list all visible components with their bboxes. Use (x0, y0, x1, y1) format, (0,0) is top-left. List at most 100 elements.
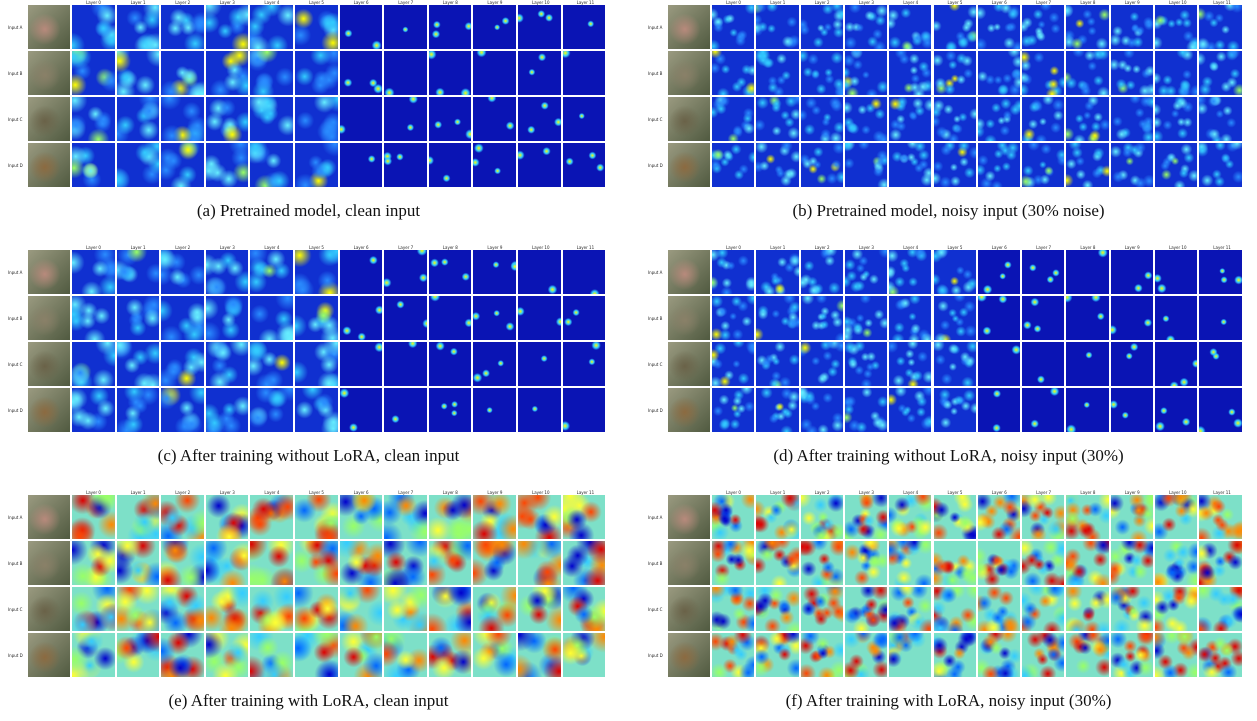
attention-map (518, 97, 561, 141)
attention-map (800, 541, 843, 585)
attention-map (562, 296, 606, 340)
attention-map (384, 51, 427, 95)
attention-map (977, 587, 1021, 631)
attention-map (889, 51, 932, 95)
layer-label: Layer 11 (1213, 245, 1231, 250)
input-label: Input C (8, 362, 23, 367)
attention-map (756, 97, 799, 141)
attention-map (756, 541, 799, 585)
input-image (668, 388, 710, 432)
attention-map (473, 633, 516, 677)
attention-map (562, 97, 606, 141)
attention-map (339, 388, 383, 432)
attention-map (1155, 143, 1198, 187)
attention-map (1022, 296, 1065, 340)
input-image (668, 342, 710, 386)
layer-label: Layer 7 (398, 245, 414, 250)
attention-map (933, 250, 976, 294)
attention-map (250, 541, 293, 585)
attention-map (428, 97, 472, 141)
attention-map (1066, 587, 1109, 631)
attention-map (800, 97, 843, 141)
attention-map (1066, 97, 1109, 141)
attention-map (72, 495, 115, 539)
input-image (668, 143, 710, 187)
attention-map (205, 633, 249, 677)
attention-map (339, 587, 383, 631)
attention-map (1066, 541, 1109, 585)
input-image (28, 495, 70, 539)
layer-label: Layer 8 (442, 245, 458, 250)
attention-map (1199, 633, 1242, 677)
attention-map (1199, 5, 1242, 49)
attention-map (72, 388, 115, 432)
attention-map (161, 97, 204, 141)
attention-map (339, 541, 383, 585)
attention-map (712, 5, 755, 49)
attention-map (473, 495, 516, 539)
layer-label: Layer 11 (1213, 490, 1231, 495)
attention-map (473, 388, 516, 432)
attention-map (161, 51, 204, 95)
attention-map (473, 143, 516, 187)
attention-map (384, 495, 427, 539)
layer-label: Layer 8 (1080, 490, 1096, 495)
attention-map (205, 51, 249, 95)
attention-map (756, 143, 799, 187)
input-image (28, 541, 70, 585)
panel-caption: (f) After training with LoRA, noisy inpu… (785, 691, 1112, 710)
attention-map (295, 495, 338, 539)
input-label: Input B (8, 71, 23, 76)
attention-map (844, 5, 888, 49)
attention-map (844, 143, 888, 187)
attention-map (518, 143, 561, 187)
attention-map (1022, 51, 1065, 95)
attention-map (800, 388, 843, 432)
attention-map (889, 143, 932, 187)
layer-label: Layer 7 (1036, 0, 1052, 5)
layer-label: Layer 1 (770, 490, 786, 495)
attention-map (1155, 587, 1198, 631)
attention-map (72, 143, 115, 187)
attention-map (977, 495, 1021, 539)
attention-map (518, 296, 561, 340)
panel-caption: (d) After training without LoRA, noisy i… (773, 446, 1124, 465)
attention-map (116, 97, 160, 141)
layer-label: Layer 4 (264, 0, 280, 5)
attention-map (295, 143, 338, 187)
attention-map (933, 143, 976, 187)
attention-map (1022, 342, 1065, 386)
attention-map (72, 5, 115, 49)
attention-map (205, 97, 249, 141)
layer-label: Layer 6 (991, 490, 1007, 495)
attention-map (933, 587, 976, 631)
attention-map (1066, 51, 1109, 95)
attention-map (72, 541, 115, 585)
attention-map (428, 143, 472, 187)
attention-map (116, 143, 160, 187)
attention-map (1199, 250, 1242, 294)
attention-map (384, 388, 427, 432)
attention-map (800, 143, 843, 187)
attention-map (889, 97, 932, 141)
attention-map (1199, 97, 1242, 141)
attention-map (844, 541, 888, 585)
attention-map (384, 587, 427, 631)
layer-label: Layer 2 (175, 245, 191, 250)
attention-map (339, 296, 383, 340)
attention-map (1155, 250, 1198, 294)
layer-label: Layer 1 (130, 490, 146, 495)
input-image (28, 587, 70, 631)
attention-map (518, 388, 561, 432)
attention-map (889, 250, 932, 294)
attention-map (205, 495, 249, 539)
layer-label: Layer 3 (219, 0, 235, 5)
attention-map (295, 250, 338, 294)
attention-map (756, 250, 799, 294)
attention-map (1199, 143, 1242, 187)
attention-map (116, 5, 160, 49)
layer-label: Layer 11 (576, 245, 595, 250)
attention-map (1066, 250, 1109, 294)
layer-label: Layer 0 (726, 490, 741, 495)
